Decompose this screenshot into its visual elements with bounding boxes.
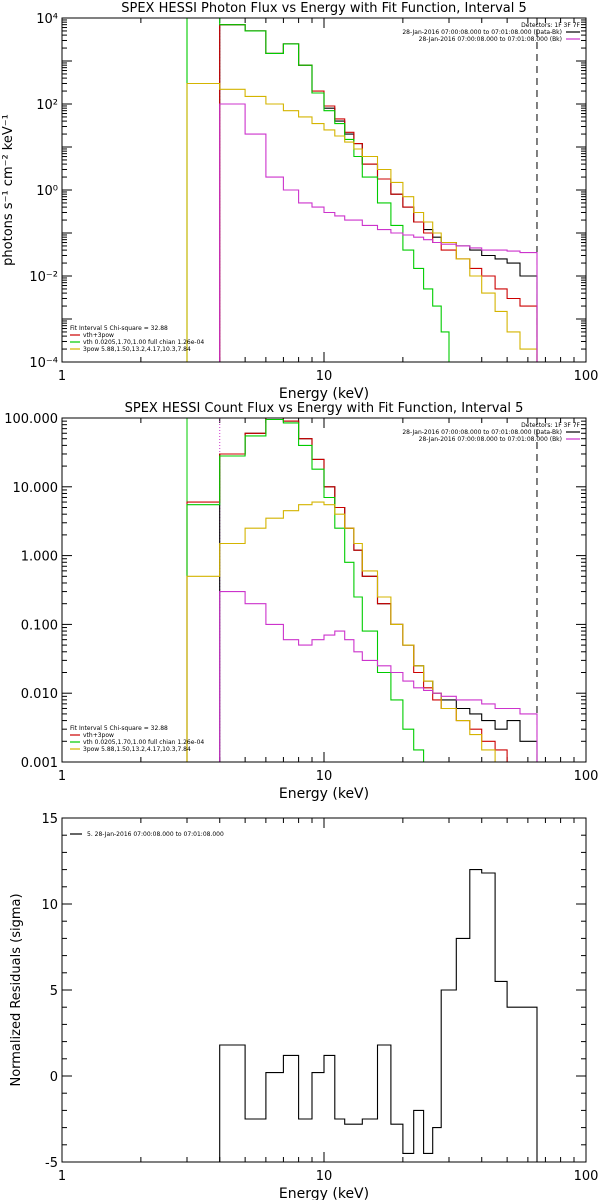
series-line-1 [219,24,538,362]
legend-label: 28-Jan-2016 07:00:08.000 to 07:01:08.000… [419,436,562,443]
fit-legend-label: vth 0.0205,1.70,1.00 full chian 1.26e-04 [83,339,204,346]
y-tick-label: 0.001 [21,756,58,771]
x-tick-label: 10 [316,369,333,384]
fit-legend-header: Fit Interval 5 Chi-square = 32.88 [70,725,168,732]
series-line-1 [219,869,538,1162]
y-tick-label: 0.010 [21,687,58,702]
x-axis-label: Energy (keV) [279,1186,369,1200]
plot-data [186,18,538,362]
x-tick-label: 1 [58,1169,66,1184]
x-tick-label: 100 [574,769,599,784]
plot-frame [61,817,587,1163]
series-line-3 [186,418,450,762]
fit-legend-label: vth 0.0205,1.70,1.00 full chian 1.26e-04 [83,739,204,746]
series-line-4 [186,82,538,362]
plot-frame [61,17,587,363]
chart-title: SPEX HESSI Count Flux vs Energy with Fit… [125,401,524,416]
x-tick-label: 100 [574,369,599,384]
series-line-5 [219,103,538,362]
y-tick-label: 10⁴ [36,12,58,27]
y-tick-label: 10⁻⁴ [29,356,58,371]
chart-panel-3: 1 10 100 -5 0 5 10 15 Energy (keV) Normalized Res… [9,812,598,1200]
y-tick-label: 10 [41,898,58,913]
series-line-2 [186,418,537,762]
series-line-3 [186,18,450,362]
x-tick-label: 100 [574,1169,599,1184]
fit-legend-header: Fit Interval 5 Chi-square = 32.88 [70,325,168,332]
chart-panel-1: SPEX HESSI Photon Flux vs Energy with Fi… [1,1,599,402]
plot-data [186,418,538,762]
plot-frame [61,417,587,763]
y-tick-label: 1.000 [21,550,58,565]
y-tick-label: 10⁰ [36,184,58,199]
y-tick-label: 10.000 [13,481,59,496]
y-tick-label: 15 [41,812,58,827]
y-tick-label: 5 [50,984,58,999]
y-tick-label: 100.000 [4,412,58,427]
x-tick-label: 1 [58,369,66,384]
y-axis-label: photons s⁻¹ cm⁻² keV⁻¹ [1,114,16,266]
chart-title: SPEX HESSI Photon Flux vs Energy with Fi… [121,1,527,16]
x-tick-label: 10 [316,1169,333,1184]
legend-label: 28-Jan-2016 07:00:08.000 to 07:01:08.000… [402,29,562,36]
legend-header: Detectors: 1F 3F 7F [521,422,580,429]
y-axis-label: Normalized Residuals (sigma) [9,893,24,1086]
x-tick-label: 10 [316,769,333,784]
fit-legend-label: 3pow 5.88,1.50,13.2,4.17,10.3,7.84 [83,746,191,753]
x-tick-label: 1 [58,769,66,784]
fit-legend-label: 3pow 5.88,1.50,13.2,4.17,10.3,7.84 [83,346,191,353]
chart-panel-2: SPEX HESSI Count Flux vs Energy with Fit… [4,401,599,802]
y-tick-label: 0 [50,1070,58,1085]
legend-label: 28-Jan-2016 07:00:08.000 to 07:01:08.000… [402,429,562,436]
legend-label: 5. 28-Jan-2016 07:00:08.000 to 07:01:08.… [87,831,224,838]
series-line-5 [219,591,538,762]
series-line-4 [186,501,538,762]
fit-legend-label: vth+3pow [83,332,114,339]
series-line-2 [219,24,538,362]
y-tick-label: 10² [36,98,58,113]
y-tick-label: -5 [45,1156,58,1171]
x-axis-label: Energy (keV) [279,786,369,802]
y-tick-label: 0.100 [21,618,58,633]
plot-data [219,869,538,1162]
legend-label: 28-Jan-2016 07:00:08.000 to 07:01:08.000… [419,36,562,43]
x-axis-label: Energy (keV) [279,386,369,402]
y-tick-label: 10⁻² [29,270,58,285]
fit-legend-label: vth+3pow [83,732,114,739]
series-line-1 [219,418,538,762]
legend-header: Detectors: 1F 3F 7F [521,22,580,29]
